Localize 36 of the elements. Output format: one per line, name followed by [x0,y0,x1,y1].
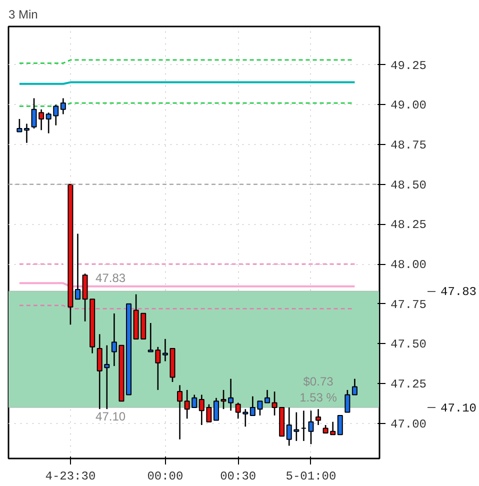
annotation: $0.73 [303,374,334,388]
candlestick [272,390,278,416]
y-tick-label: 48.25 [390,218,427,232]
x-tick-label: 4-23:30 [45,470,96,484]
y-tick-label: 48.75 [390,138,427,152]
candlestick [264,389,270,404]
candlestick [16,118,22,132]
candlestick [300,410,306,442]
text: 47.83 [440,285,477,300]
candlestick [308,410,314,445]
y-tick-label: 49.25 [390,58,427,73]
candlestick [177,384,183,440]
candlestick [60,98,66,115]
x-tick-label: 00:00 [147,470,184,484]
y-tick-label: 47.00 [390,417,427,432]
x-tick-label: 00:30 [220,470,256,484]
y-tick-label: 47.25 [390,378,427,392]
candlestick [82,272,88,322]
candlestick [352,378,358,396]
candlestick [316,408,322,426]
y-tick-label: 47.50 [390,338,427,352]
candlestick [24,123,30,144]
text: 47.10 [440,401,477,416]
x-tick-label: 5-01:00 [286,470,336,484]
annotation: 47.83 [96,271,126,286]
candlestick [74,233,81,300]
annotation: 1.53 % [300,390,338,404]
y-tick-label: 48.00 [390,258,427,272]
annotation: 47.10 [96,409,126,424]
candlestick [213,397,219,421]
candlestick [344,389,350,413]
y-tick-label: 48.50 [390,178,427,192]
y-tick-label: 47.75 [390,298,427,312]
y-tick-label: 49.00 [390,98,427,113]
candlestick [337,414,343,436]
chart-title: 3 Min [8,8,38,22]
